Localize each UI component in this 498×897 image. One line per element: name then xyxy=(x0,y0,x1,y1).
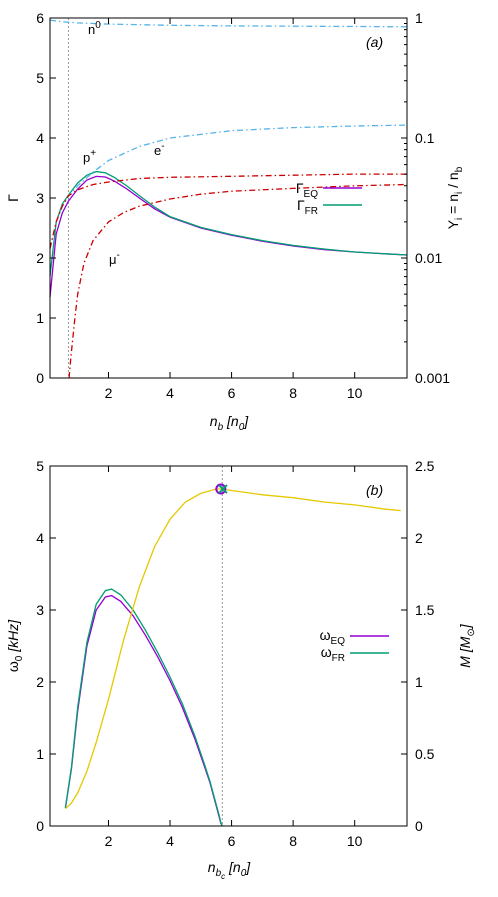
y-tick-label: 4 xyxy=(36,530,44,546)
panel-a-y2label: Yi = ni / nb xyxy=(445,166,465,229)
panel-a-label-text: a xyxy=(371,34,379,50)
max-mass-marker-cross xyxy=(218,484,228,494)
x-tick-label: 4 xyxy=(166,833,174,849)
legend-gamma-fr: ΓFR xyxy=(297,197,318,217)
y-tick-label: 2 xyxy=(36,250,44,266)
y2-tick-label: 1.5 xyxy=(415,602,435,618)
panel-a-xlabel: nb [n0] xyxy=(210,413,250,433)
y-tick-label: 6 xyxy=(36,10,44,26)
x-tick-label: 6 xyxy=(228,833,236,849)
panel-b-y2label: M [M⊙] xyxy=(457,623,477,668)
y2-tick-label: 0 xyxy=(415,818,423,834)
y2-tick-label: 1 xyxy=(415,674,423,690)
series-line-p⁺ xyxy=(49,124,408,249)
x-tick-label: 2 xyxy=(105,385,113,401)
x-tick-label: 10 xyxy=(347,385,363,401)
series-line-Γ_FR xyxy=(49,170,408,277)
series-line-Γ_EQ xyxy=(49,175,408,298)
y-tick-label: 3 xyxy=(36,190,44,206)
panel-a-legend: ΓEQ ΓFR xyxy=(296,180,362,217)
y2-tick-label: 0.01 xyxy=(415,250,442,266)
x-tick-label: 10 xyxy=(347,833,363,849)
panel-b-label: (b) xyxy=(366,482,383,498)
series-line-n⁰ xyxy=(49,19,408,28)
y2-tick-label: 0.5 xyxy=(415,746,435,762)
y-tick-label: 5 xyxy=(36,458,44,474)
panel-b-xlabel: nbc [n0] xyxy=(208,859,252,881)
panel-b-label-text: b xyxy=(371,482,379,498)
y-tick-label: 3 xyxy=(36,602,44,618)
panel-b-series-layer xyxy=(64,488,401,827)
y2-tick-label: 2.5 xyxy=(415,458,435,474)
panel-b-ticks: 2 4 6 8 10 0 1 2 3 4 5 0 0.5 1 1.5 2 2.5 xyxy=(36,458,434,849)
x-tick-label: 2 xyxy=(105,833,113,849)
y-tick-label: 4 xyxy=(36,130,44,146)
y-tick-label: 5 xyxy=(36,70,44,86)
y-tick-label: 2 xyxy=(36,674,44,690)
y-tick-label: 0 xyxy=(36,370,44,386)
y2-tick-label: 0.001 xyxy=(415,370,450,386)
x-tick-label: 6 xyxy=(228,385,236,401)
panel-b-legend: ωEQ ωFR xyxy=(320,627,389,664)
annotation-n0: n0 xyxy=(88,20,101,37)
y2-tick-label: 2 xyxy=(415,530,423,546)
panel-a: 2 4 6 8 10 0 1 2 3 4 5 6 0.001 0.01 0.1 1 (a) Γ Yi = ni… xyxy=(5,10,465,433)
y-tick-label: 0 xyxy=(36,818,44,834)
panel-b-max-markers xyxy=(215,483,228,495)
panel-b: 2 4 6 8 10 0 1 2 3 4 5 0 0.5 1 1.5 2 2.5 (b) ω0 [kHz] M … xyxy=(5,458,477,881)
panel-a-label: (a) xyxy=(366,34,383,50)
y2-tick-label: 0.1 xyxy=(415,130,435,146)
series-line-e⁻ xyxy=(49,173,407,249)
series-line-μ⁻ xyxy=(68,183,408,379)
panel-b-ylabel: ω0 [kHz] xyxy=(5,619,25,672)
x-tick-label: 8 xyxy=(289,385,297,401)
series-line-M xyxy=(64,488,401,810)
annotation-p-plus: p+ xyxy=(83,148,96,165)
annotation-e-minus: e- xyxy=(154,141,165,158)
annotation-mu-minus: μ- xyxy=(109,250,120,267)
panel-b-frame xyxy=(49,465,408,827)
panel-a-series-layer xyxy=(49,19,408,379)
panel-a-ticks: 2 4 6 8 10 0 1 2 3 4 5 6 0.001 0.01 0.1 1 xyxy=(36,10,450,401)
max-mass-marker xyxy=(215,483,227,495)
x-tick-label: 8 xyxy=(289,833,297,849)
y-tick-label: 1 xyxy=(36,310,44,326)
y2-tick-label: 1 xyxy=(415,10,423,26)
y-tick-label: 1 xyxy=(36,746,44,762)
legend-omega-fr: ωFR xyxy=(321,644,345,664)
panel-a-ylabel: Γ xyxy=(5,194,21,202)
x-tick-label: 4 xyxy=(166,385,174,401)
panel-a-frame xyxy=(49,17,408,379)
series-line-ω_EQ xyxy=(64,594,223,827)
series-line-ω_FR xyxy=(64,588,223,827)
